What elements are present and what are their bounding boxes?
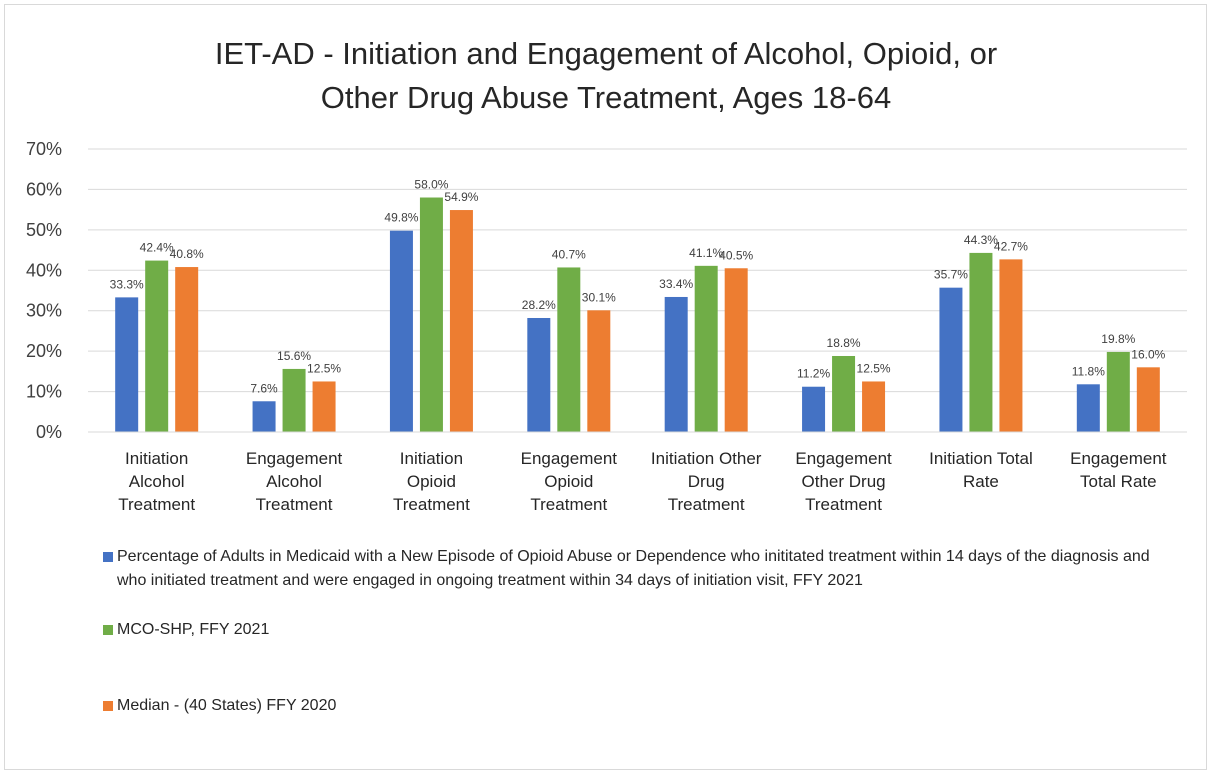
bar xyxy=(389,230,413,432)
bar xyxy=(419,197,443,432)
bar xyxy=(175,267,199,432)
data-label: 40.7% xyxy=(552,247,586,261)
bar xyxy=(115,297,139,432)
bar xyxy=(939,287,963,432)
bar xyxy=(664,296,688,432)
legend-label: Median - (40 States) FFY 2020 xyxy=(117,697,337,714)
data-label: 58.0% xyxy=(414,178,448,192)
legend-item-mco-shp: MCO-SHP, FFY 2021 xyxy=(103,618,1157,642)
data-label: 28.2% xyxy=(522,298,556,312)
data-label: 42.4% xyxy=(140,241,174,255)
y-tick-label: 0% xyxy=(36,422,62,442)
data-label: 35.7% xyxy=(934,268,968,282)
data-label: 11.2% xyxy=(797,367,830,381)
bar xyxy=(724,268,748,432)
chart-title-line-2: Other Drug Abuse Treatment, Ages 18-64 xyxy=(320,80,892,115)
bar xyxy=(969,252,993,432)
data-label: 11.8% xyxy=(1072,364,1105,378)
category-label: Initiation Alcohol Treatment xyxy=(118,449,195,514)
category-label: Initiation Other Drug Treatment xyxy=(651,449,762,514)
y-tick-label: 20% xyxy=(26,341,62,361)
legend-swatch-blue xyxy=(103,552,113,562)
bar xyxy=(1076,384,1100,432)
data-label: 12.5% xyxy=(857,361,891,375)
category-label: Engagement Other Drug Treatment xyxy=(795,449,892,514)
legend-label: MCO-SHP, FFY 2021 xyxy=(117,621,270,638)
data-label: 16.0% xyxy=(1131,347,1165,361)
bar xyxy=(282,368,306,432)
data-label: 49.8% xyxy=(384,211,418,225)
data-label: 33.3% xyxy=(110,277,144,291)
bar xyxy=(587,310,611,432)
legend-label: Percentage of Adults in Medicaid with a … xyxy=(117,548,1150,589)
y-tick-label: 50% xyxy=(26,220,62,240)
bar xyxy=(312,381,336,432)
y-tick-label: 40% xyxy=(26,260,62,280)
category-label: Initiation Opioid Treatment xyxy=(393,449,470,514)
y-tick-label: 70% xyxy=(26,139,62,159)
bar xyxy=(449,210,473,432)
y-tick-label: 60% xyxy=(26,179,62,199)
bar xyxy=(832,355,856,432)
data-label: 30.1% xyxy=(582,290,616,304)
bar xyxy=(145,260,169,432)
data-label: 54.9% xyxy=(444,190,478,204)
bar xyxy=(557,267,581,432)
y-tick-label: 30% xyxy=(26,301,62,321)
category-label: Engagement Total Rate xyxy=(1070,449,1167,491)
data-label: 7.6% xyxy=(250,381,278,395)
data-label: 41.1% xyxy=(689,246,723,260)
data-label: 40.5% xyxy=(719,248,753,262)
legend-item-adults-medicaid: Percentage of Adults in Medicaid with a … xyxy=(103,545,1157,593)
data-label: 44.3% xyxy=(964,233,998,247)
bar xyxy=(862,381,886,432)
legend-swatch-orange xyxy=(103,701,113,711)
bar xyxy=(999,259,1023,432)
category-label: Initiation Total Rate xyxy=(929,449,1033,491)
bar xyxy=(527,317,551,432)
chart-title: IET-AD - Initiation and Engagement of Al… xyxy=(0,32,1212,120)
data-label: 19.8% xyxy=(1101,332,1135,346)
data-label: 33.4% xyxy=(659,277,693,291)
data-label: 40.8% xyxy=(170,247,204,261)
category-label: Engagement Opioid Treatment xyxy=(521,449,618,514)
bar xyxy=(1106,351,1130,432)
bar xyxy=(694,265,718,432)
legend-swatch-green xyxy=(103,625,113,635)
data-label: 15.6% xyxy=(277,349,311,363)
y-tick-label: 10% xyxy=(26,382,62,402)
bar xyxy=(802,386,826,432)
data-label: 42.7% xyxy=(994,239,1028,253)
chart-title-line-1: IET-AD - Initiation and Engagement of Al… xyxy=(214,36,998,71)
data-label: 18.8% xyxy=(827,336,861,350)
data-label: 12.5% xyxy=(307,361,341,375)
legend-item-median: Median - (40 States) FFY 2020 xyxy=(103,694,1157,718)
category-label: Engagement Alcohol Treatment xyxy=(246,449,343,514)
bar xyxy=(1136,367,1160,432)
bar xyxy=(252,401,276,432)
